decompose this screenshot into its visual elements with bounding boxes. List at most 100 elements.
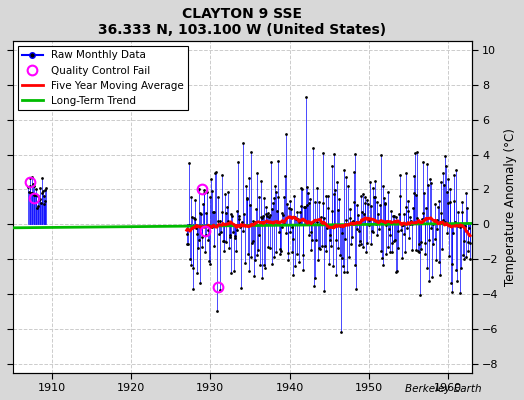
Point (232, 248, 241, 254)
Point (30, 183, 38, 190)
Point (300, 204, 309, 210)
Point (463, 239, 472, 245)
Point (266, 211, 274, 218)
Point (36, 196, 45, 202)
Point (266, 245, 275, 251)
Point (414, 249, 423, 255)
Point (259, 212, 267, 219)
Point (330, 151, 339, 157)
Point (454, 223, 462, 229)
Point (359, 191, 368, 198)
Point (278, 210, 287, 216)
Point (37, 175, 46, 182)
Point (328, 208, 336, 214)
Point (271, 248, 280, 255)
Point (399, 222, 407, 228)
Point (414, 248, 422, 254)
Point (445, 253, 453, 260)
Point (419, 159, 428, 165)
Point (346, 214, 354, 221)
Point (184, 160, 193, 166)
Point (216, 287, 224, 294)
Point (321, 243, 330, 250)
Point (193, 270, 201, 276)
Point (197, 210, 205, 217)
Point (396, 172, 404, 178)
Point (333, 244, 342, 251)
Point (307, 229, 315, 235)
Point (343, 269, 351, 275)
Point (243, 195, 252, 201)
Point (372, 220, 380, 227)
Point (334, 206, 343, 213)
Point (384, 244, 392, 250)
Point (420, 190, 428, 196)
Point (445, 198, 454, 205)
Point (274, 194, 282, 200)
Point (198, 244, 206, 250)
Point (457, 264, 465, 271)
Point (342, 173, 351, 180)
Point (429, 241, 437, 247)
Point (465, 256, 474, 262)
Point (228, 212, 236, 219)
Point (400, 210, 409, 217)
Point (224, 189, 232, 195)
Point (290, 193, 298, 199)
Point (307, 247, 315, 253)
Point (38, 190, 47, 196)
Point (344, 221, 353, 227)
Point (358, 244, 367, 250)
Point (269, 199, 277, 206)
Point (314, 245, 323, 251)
Point (413, 148, 422, 155)
Point (466, 240, 474, 246)
Point (26, 182, 34, 189)
Point (289, 236, 298, 242)
Point (356, 238, 364, 244)
Point (34, 193, 42, 199)
Point (384, 189, 392, 195)
Point (452, 267, 461, 273)
Point (258, 274, 266, 281)
Point (320, 288, 328, 295)
Point (227, 270, 235, 276)
Point (368, 228, 376, 234)
Point (218, 172, 226, 178)
Point (378, 261, 387, 268)
Point (210, 209, 219, 216)
Point (421, 240, 429, 247)
Point (245, 268, 254, 274)
Point (348, 217, 357, 224)
Point (429, 221, 438, 227)
Point (187, 262, 195, 268)
Point (428, 274, 436, 280)
Point (406, 221, 414, 227)
Point (192, 231, 201, 238)
Point (308, 237, 316, 244)
Point (401, 248, 409, 255)
Point (262, 211, 270, 218)
Point (254, 247, 262, 254)
Point (39, 187, 47, 194)
Point (301, 204, 310, 210)
Point (310, 198, 319, 205)
Point (35, 197, 43, 203)
Point (461, 223, 469, 230)
Point (238, 140, 247, 146)
Point (226, 234, 234, 240)
Point (450, 197, 458, 204)
Point (435, 258, 443, 265)
Point (330, 191, 338, 197)
Point (238, 219, 246, 226)
Point (332, 237, 341, 244)
Point (393, 268, 401, 274)
Point (356, 241, 365, 247)
Point (212, 222, 220, 229)
Point (341, 236, 349, 242)
Point (337, 255, 346, 262)
Point (190, 197, 199, 203)
Point (279, 194, 288, 200)
Point (312, 237, 320, 243)
Point (451, 219, 459, 225)
